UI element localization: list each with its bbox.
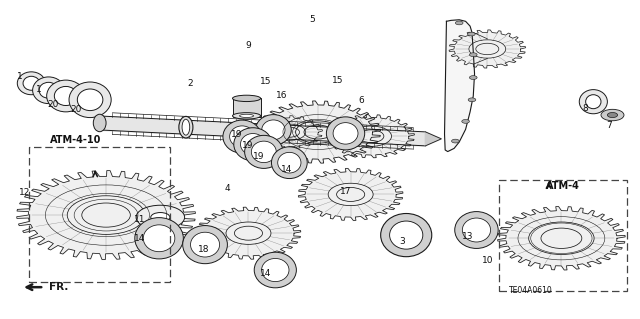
Ellipse shape [182,119,189,135]
Ellipse shape [54,86,77,106]
Circle shape [469,53,477,56]
Text: ATM-4: ATM-4 [546,182,580,191]
Polygon shape [256,116,323,149]
Ellipse shape [586,95,601,109]
Text: 19: 19 [242,141,253,150]
Ellipse shape [462,218,491,242]
Circle shape [607,113,618,118]
Text: 19: 19 [231,130,243,138]
Text: 15: 15 [260,77,271,86]
Ellipse shape [326,117,365,150]
Ellipse shape [252,141,276,163]
Circle shape [151,212,170,222]
Ellipse shape [191,232,220,257]
Ellipse shape [232,113,260,119]
Text: 13: 13 [463,232,474,241]
Polygon shape [298,168,403,220]
Ellipse shape [390,221,423,249]
Text: 11: 11 [134,215,146,224]
Text: 16: 16 [276,92,287,100]
Ellipse shape [579,90,607,114]
Circle shape [468,98,476,102]
Text: 1: 1 [35,85,41,94]
Text: 20: 20 [47,100,59,109]
Ellipse shape [255,115,291,145]
Text: 4: 4 [225,184,230,193]
Ellipse shape [179,116,193,138]
Ellipse shape [182,226,227,264]
Text: 7: 7 [606,121,612,130]
Ellipse shape [143,225,175,252]
Ellipse shape [47,80,85,112]
Ellipse shape [23,76,40,90]
Circle shape [136,205,184,229]
Polygon shape [445,20,474,152]
Ellipse shape [17,72,45,95]
Circle shape [462,120,469,123]
Text: 10: 10 [481,256,493,265]
Polygon shape [328,115,415,158]
Text: 15: 15 [332,76,344,85]
Text: 14: 14 [134,234,145,243]
Text: 18: 18 [198,245,209,254]
Text: 14: 14 [281,166,292,174]
Circle shape [469,76,477,79]
Ellipse shape [333,122,358,144]
Ellipse shape [262,258,289,282]
Polygon shape [426,132,442,146]
Ellipse shape [230,126,255,147]
Ellipse shape [244,135,283,168]
Ellipse shape [232,95,260,101]
Text: 2: 2 [187,79,193,88]
Ellipse shape [69,82,111,118]
Text: FR.: FR. [49,282,68,292]
Ellipse shape [455,211,498,249]
Polygon shape [196,207,301,259]
Text: 6: 6 [358,96,364,105]
Ellipse shape [239,114,253,117]
Text: 9: 9 [246,41,252,50]
Ellipse shape [262,120,285,140]
Text: 14: 14 [260,269,271,278]
Ellipse shape [241,134,266,155]
Text: TE04A0610: TE04A0610 [509,286,552,295]
Ellipse shape [77,89,103,111]
Text: 12: 12 [19,188,31,197]
Text: 1: 1 [17,72,23,81]
Text: 3: 3 [399,237,404,246]
Bar [232,98,260,117]
Text: ATM-4-10: ATM-4-10 [51,136,102,145]
Circle shape [456,21,463,25]
Polygon shape [497,206,625,270]
Ellipse shape [33,77,65,104]
Text: 17: 17 [340,187,351,197]
Polygon shape [17,171,195,260]
Ellipse shape [381,213,432,257]
Text: 19: 19 [253,152,264,161]
Text: 5: 5 [309,15,315,24]
Ellipse shape [135,218,183,259]
Ellipse shape [278,152,301,173]
Ellipse shape [223,120,261,153]
Ellipse shape [234,128,272,161]
Text: 20: 20 [70,105,82,114]
Text: 8: 8 [583,104,589,113]
Circle shape [467,32,475,36]
Polygon shape [255,101,381,163]
Circle shape [452,139,460,143]
Ellipse shape [39,82,58,98]
Polygon shape [449,30,525,68]
Ellipse shape [254,252,296,288]
Circle shape [601,109,624,121]
Ellipse shape [93,114,106,132]
Ellipse shape [271,147,307,179]
